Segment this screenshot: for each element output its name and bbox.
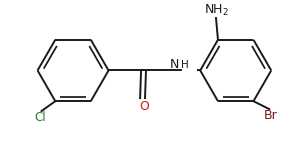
Text: Br: Br <box>263 109 277 123</box>
Text: H: H <box>182 60 189 70</box>
Text: Cl: Cl <box>35 111 46 124</box>
Text: NH$_2$: NH$_2$ <box>204 3 228 18</box>
Text: O: O <box>139 100 149 113</box>
Text: N: N <box>170 58 180 71</box>
